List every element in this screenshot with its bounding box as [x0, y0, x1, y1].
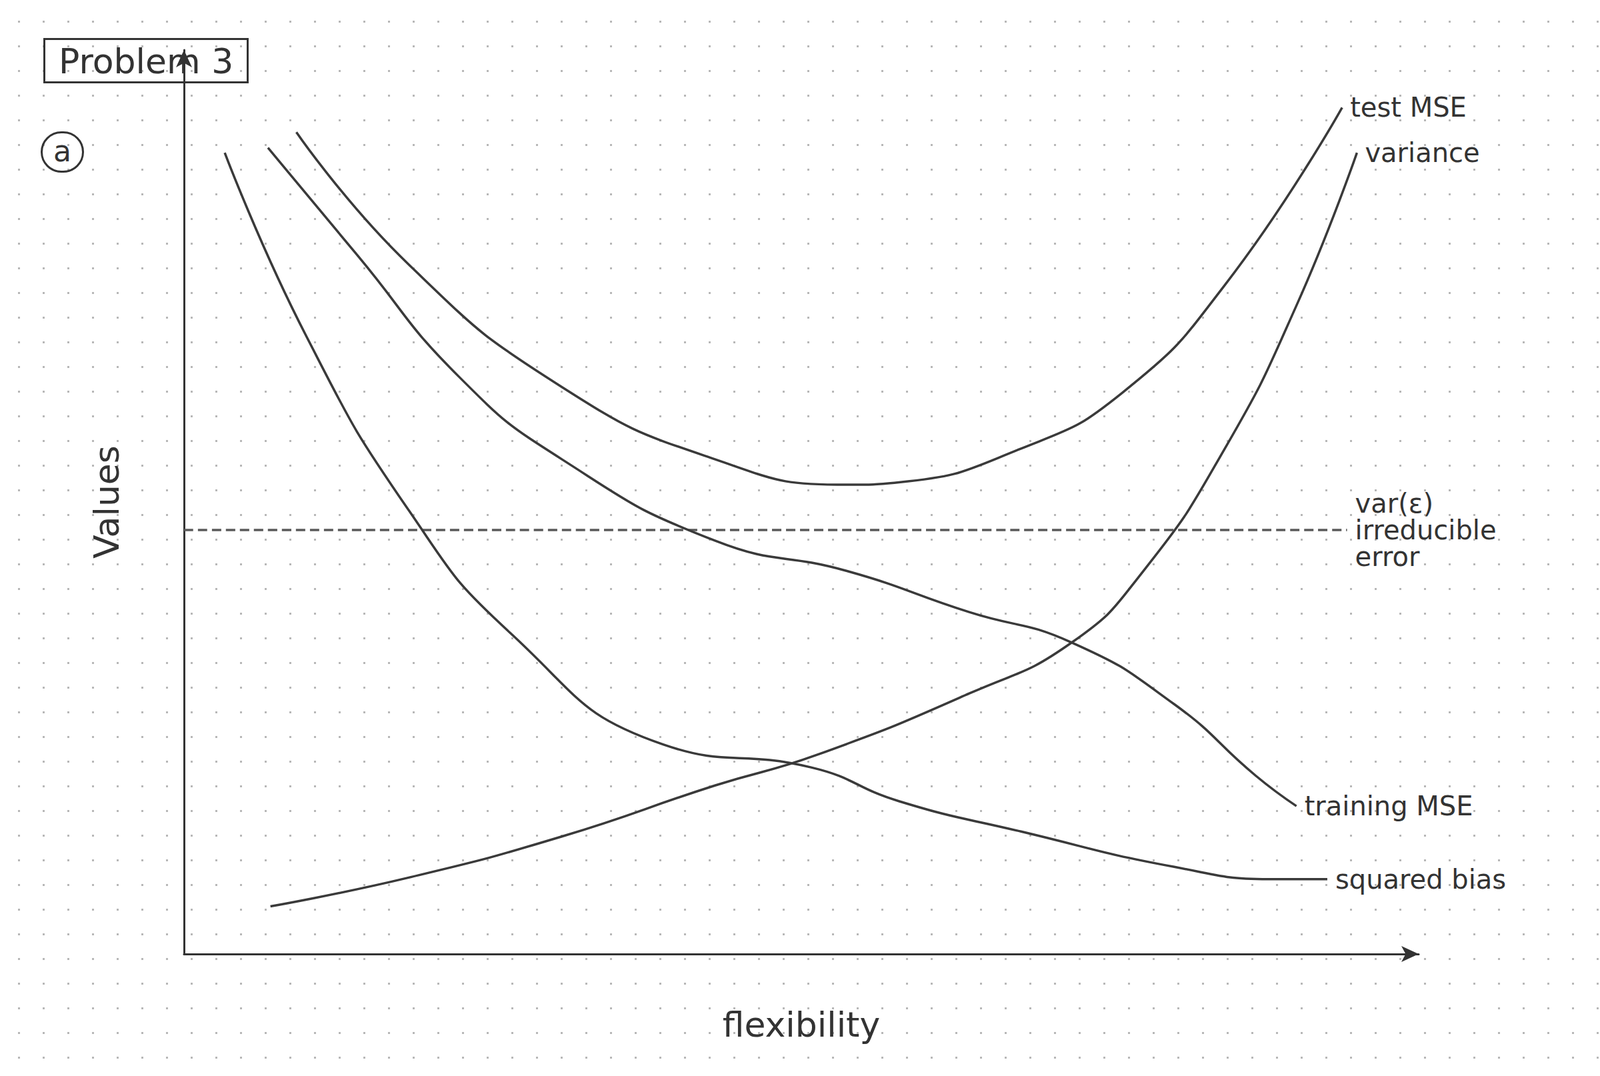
svg-text:variance: variance — [1364, 137, 1480, 168]
svg-text:a: a — [53, 134, 72, 168]
svg-text:test MSE: test MSE — [1350, 92, 1467, 123]
svg-text:training MSE: training MSE — [1304, 790, 1474, 822]
svg-text:error: error — [1355, 541, 1420, 572]
svg-text:Problem 3: Problem 3 — [58, 41, 234, 82]
svg-text:Values: Values — [86, 445, 127, 559]
svg-text:irreducible: irreducible — [1355, 514, 1505, 546]
svg-text:flexibility: flexibility — [722, 1004, 881, 1045]
svg-text:var(ε): var(ε) — [1355, 487, 1442, 519]
svg-text:squared bias: squared bias — [1335, 864, 1506, 895]
